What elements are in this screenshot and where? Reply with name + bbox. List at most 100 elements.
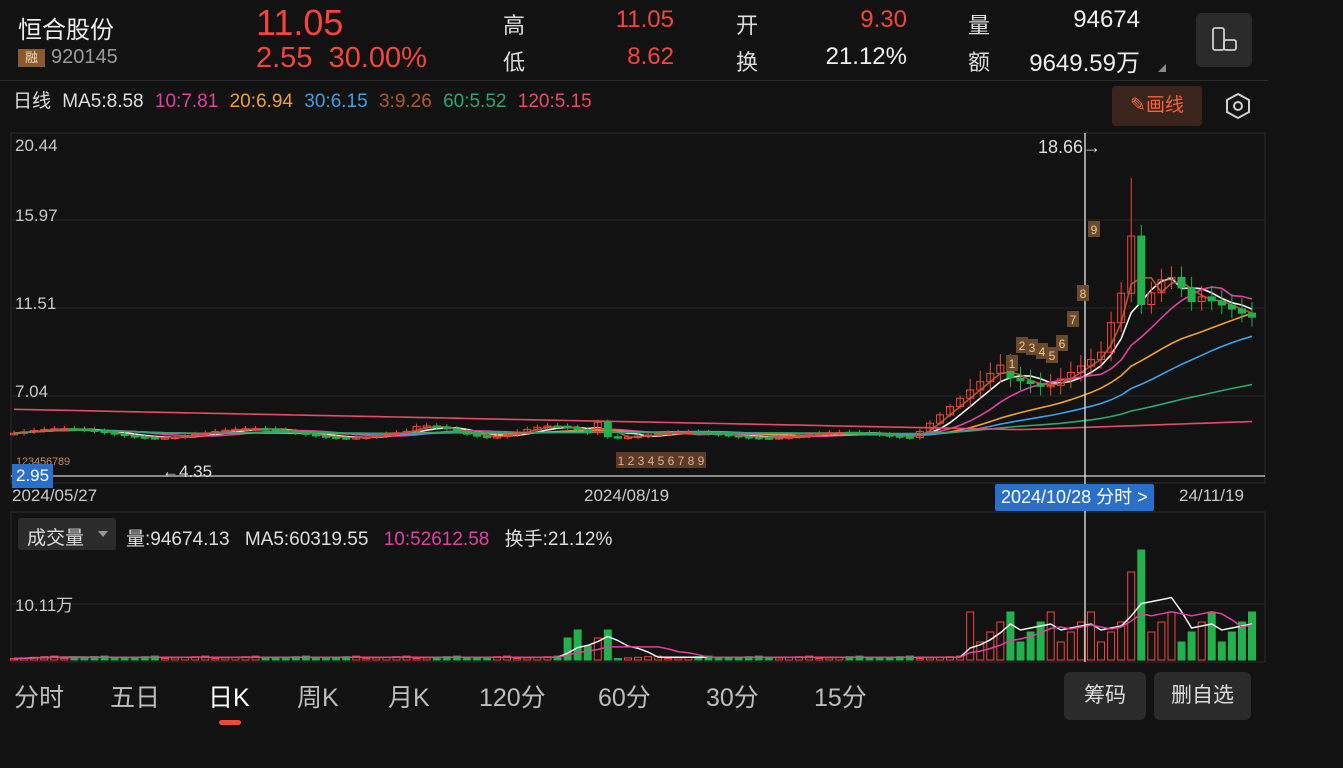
td-label-text: 8 [1080,287,1087,301]
candle-body [342,437,351,440]
candle-body [452,428,461,432]
volume-bar [613,658,622,661]
td-label-bg [676,452,686,468]
tab-60min[interactable]: 60分 [598,684,651,712]
high-label: 高 [503,13,526,38]
candle-body [493,435,502,439]
high-value: 11.05 [615,6,674,33]
candle-body [603,421,612,438]
chips-button[interactable]: 筹码 [1064,672,1146,720]
y-tick-3: 11.51 [15,294,57,313]
chart-settings-button[interactable] [1224,92,1252,125]
candle-body [251,428,260,431]
volume-label: 量 [968,13,991,38]
tab-monthly[interactable]: 月K [388,684,430,712]
candle-body [10,432,18,436]
volume-turnover: 换手:21.12% [504,529,613,550]
period-tabs: 分时 五日 日K 周K 月K 120分 60分 30分 15分 [0,678,1000,718]
landscape-toggle-button[interactable] [1196,13,1252,67]
volume-bar [523,657,532,661]
tab-five-day[interactable]: 五日 [110,684,161,712]
td-label-text: 7 [678,454,685,468]
remove-watchlist-button[interactable]: 删自选 [1154,672,1251,720]
ma120-line [13,408,1253,431]
candle-body [322,435,331,438]
dropdown-arrow-icon [98,531,108,537]
ma30-value: 30:6.15 [304,91,368,112]
candle-body [724,433,733,437]
amount-value: 9649.59万 [1029,50,1140,77]
open-label: 开 [736,13,759,38]
td-label-bg [636,452,646,468]
candle-body [60,428,69,431]
volume-bar [573,629,582,661]
candle-body [805,434,814,437]
candle-body [875,433,884,436]
last-price: 11.05 [256,2,344,43]
volume-bar [774,657,783,661]
volume-bar [563,637,572,661]
tab-120min[interactable]: 120分 [479,684,546,712]
td-label-bg [1077,285,1089,301]
volume-bar [925,657,934,661]
volume-bar [1056,641,1065,661]
td-label-text: 1 [16,456,22,468]
cursor-date-button[interactable]: 2024/10/28 分时 > [995,484,1154,511]
volume-bar [472,657,481,661]
candle-body [754,436,763,440]
candle-body [80,428,89,432]
tab-30min[interactable]: 30分 [706,684,759,712]
tab-weekly[interactable]: 周K [297,684,339,712]
td-label-bg [1088,221,1100,237]
candle-body [332,436,341,439]
td-label-text: 8 [58,456,64,468]
candle-body [281,429,290,433]
td-label-bg [616,452,626,468]
volume-bar [986,631,995,661]
amount-label: 额 [968,50,991,75]
margin-badge: 融 [18,49,45,67]
volume-bar [1167,611,1176,661]
volume-bar [322,657,331,661]
candle-body [523,428,532,433]
candle-body [362,436,371,439]
volume-bar [1227,631,1236,661]
ma20-value: 20:6.94 [229,91,293,112]
volume-bar [372,657,381,661]
tab-intraday[interactable]: 分时 [14,684,65,712]
td-label-text: 5 [40,456,46,468]
change-value: 2.55 [256,42,313,74]
volume-bar [1127,571,1136,661]
candle-body [402,430,411,434]
indicator-selector[interactable]: 成交量 [18,518,116,550]
candle-body [573,427,582,431]
ma120-value: 120:5.15 [517,91,592,112]
ma-legend: 日线 MA5:8.58 10:7.81 20:6.94 30:6.15 3:9.… [13,86,598,113]
td-label-text: 5 [1049,349,1056,363]
volume-bar [1117,621,1126,661]
volume-bar [221,657,230,661]
draw-line-button[interactable]: ✎画线 [1112,86,1202,126]
td-label-text: 9 [698,454,705,468]
volume-bar [1097,641,1106,661]
candle-body [684,431,693,435]
candle-body [100,430,109,434]
tab-daily[interactable]: 日K [208,684,250,712]
candle-body [1127,235,1136,294]
td-label-text: 3 [638,454,645,468]
candle-body [422,425,431,428]
volume-bar [825,657,834,661]
volume-ma5: MA5:60319.55 [244,529,369,550]
candle-body [1217,300,1226,306]
candle-body [30,429,39,433]
volume-bar [1137,549,1146,661]
tab-15min[interactable]: 15分 [814,684,867,712]
active-tab-indicator [219,720,241,725]
td-label-bg [666,452,676,468]
candle-body [1016,377,1025,382]
ma60-line [13,383,1253,435]
x-tick-2: 2024/08/19 [584,486,670,505]
td-label-bg [626,452,636,468]
td-label-bg [1067,311,1079,327]
